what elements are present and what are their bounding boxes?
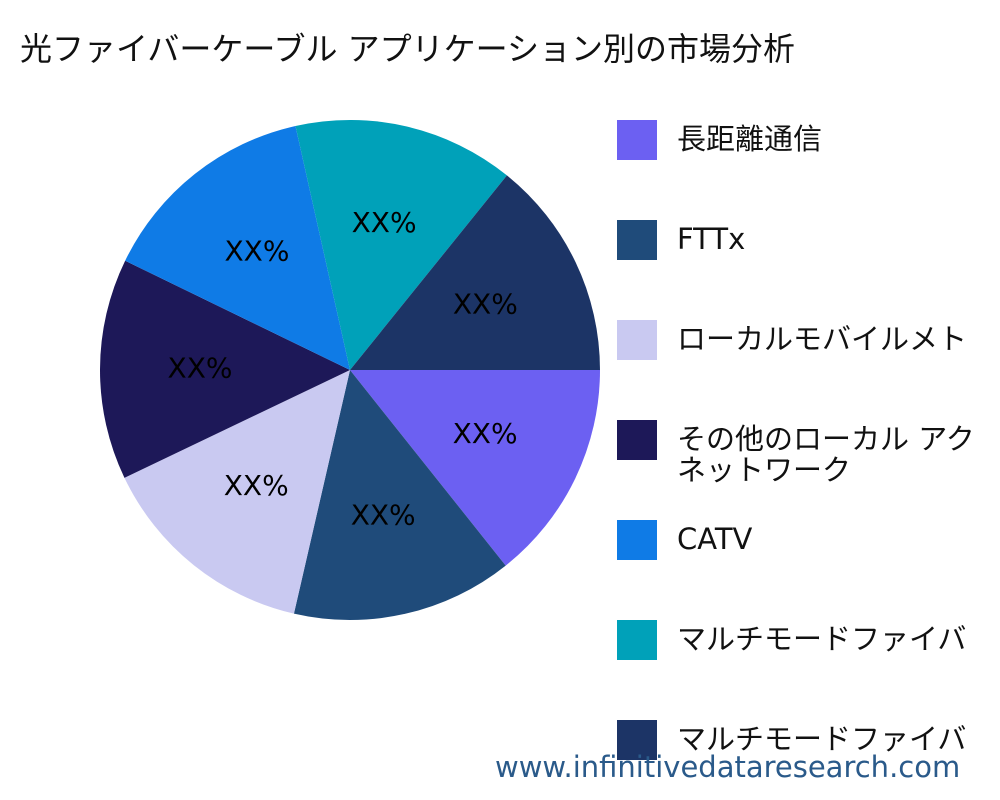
legend-label: 長距離通信 [677, 122, 823, 156]
slice-label: XX% [352, 206, 417, 239]
watermark: www.infinitivedataresearch.com [495, 750, 961, 784]
legend-item: マルチモードファイバ [617, 620, 966, 660]
pie-slice [100, 260, 350, 478]
legend-label: CATV [677, 522, 753, 556]
legend-label: ローカルモバイルメト [677, 322, 968, 356]
legend-item: その他のローカル アク ネットワーク [617, 420, 975, 486]
pie-slice [124, 370, 350, 614]
legend-item: FTTx [617, 220, 745, 260]
legend-item: CATV [617, 520, 752, 560]
slice-label: XX% [224, 234, 289, 267]
legend-item: 長距離通信 [617, 120, 822, 160]
legend-label: マルチモードファイバ [677, 722, 967, 756]
pie-slice [125, 126, 351, 370]
legend-item: ローカルモバイルメト [617, 320, 967, 360]
pie-slice [350, 175, 600, 370]
legend-label: FTTx [677, 222, 746, 256]
pie-slice [295, 120, 507, 370]
slice-label: XX% [453, 417, 518, 450]
legend-swatch [617, 220, 657, 260]
legend-item: マルチモードファイバ [617, 720, 966, 760]
legend-swatch [617, 620, 657, 660]
legend-swatch [617, 120, 657, 160]
legend-label: その他のローカル アク ネットワーク [677, 422, 975, 487]
slice-label: XX% [351, 498, 416, 531]
legend-label: マルチモードファイバ [677, 622, 967, 656]
slice-label: XX% [224, 469, 289, 502]
legend-swatch [617, 520, 657, 560]
pie-slice [350, 370, 600, 566]
pie-slice [293, 370, 506, 620]
chart-title: 光ファイバーケーブル アプリケーション別の市場分析 [20, 30, 795, 68]
legend-swatch [617, 420, 657, 460]
legend-swatch [617, 320, 657, 360]
legend-swatch [617, 720, 657, 760]
slice-label: XX% [168, 352, 233, 385]
slice-label: XX% [453, 287, 518, 320]
